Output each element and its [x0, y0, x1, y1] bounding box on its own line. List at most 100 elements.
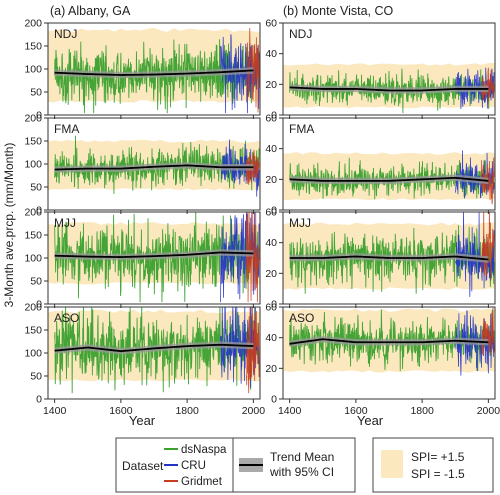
season-label-monte-vista-co-ndj: NDJ — [289, 27, 312, 41]
panel-frame-monte-vista-co-aso — [282, 306, 496, 400]
y-tick-label-albany-ga-mjj-100: 100 — [24, 253, 42, 265]
series-dsnaspa-monte-vista-co-mjj — [289, 225, 495, 294]
trend-mean-albany-ga-ndj — [54, 69, 254, 76]
legend-spi-minus: SPI = -1.5 — [411, 467, 465, 481]
y-tick-label-albany-ga-ndj-200: 200 — [24, 18, 42, 30]
x-tick-label-albany-ga-aso-2000: 2000 — [242, 405, 266, 417]
y-tick-label-monte-vista-co-aso-40: 40 — [265, 332, 277, 344]
plot-area-monte-vista-co-fma — [283, 150, 495, 205]
panel-monte-vista-co-fma: FMA 0 20 40 60 — [265, 113, 496, 217]
series-gridmet-albany-ga-mjj — [246, 212, 260, 303]
y-tick-label-albany-ga-fma-0: 0 — [36, 205, 42, 217]
column-title-b: (b) Monte Vista, CO — [283, 4, 394, 18]
x-tick-label-monte-vista-co-aso-1400: 1400 — [278, 405, 302, 417]
y-tick-label-albany-ga-fma-50: 50 — [30, 182, 42, 194]
y-tick-label-monte-vista-co-ndj-60: 60 — [265, 18, 277, 30]
y-axis-label: 3-Month ave.prcp. (mm/Month) — [2, 143, 16, 308]
plot-area-albany-ga-mjj — [48, 212, 260, 303]
trend-mean-monte-vista-co-aso — [289, 338, 489, 345]
y-tick-label-monte-vista-co-aso-20: 20 — [265, 363, 277, 375]
panel-monte-vista-co-mjj: MJJ 0 20 40 60 — [265, 207, 496, 311]
x-tick-label-monte-vista-co-aso-2000: 2000 — [477, 405, 500, 417]
trend-mean-monte-vista-co-fma — [289, 176, 489, 182]
y-tick-label-albany-ga-aso-50: 50 — [30, 371, 42, 383]
y-tick-label-monte-vista-co-ndj-40: 40 — [265, 48, 277, 60]
x-tick-label-monte-vista-co-aso-1600: 1600 — [344, 405, 368, 417]
x-axis-label-b: Year — [357, 413, 384, 428]
panel-monte-vista-co-aso: ASO 0 20 40 60 1400 1600 1800 2000 — [265, 302, 500, 418]
y-tick-label-albany-ga-fma-100: 100 — [24, 159, 42, 171]
column-title-a: (a) Albany, GA — [50, 4, 131, 18]
y-tick-label-monte-vista-co-fma-40: 40 — [265, 143, 277, 155]
x-tick-label-albany-ga-aso-1400: 1400 — [43, 405, 67, 417]
y-tick-label-albany-ga-aso-0: 0 — [36, 394, 42, 406]
trend-mean-monte-vista-co-ndj — [289, 86, 489, 92]
season-label-albany-ga-aso: ASO — [54, 311, 79, 325]
y-tick-label-albany-ga-mjj-0: 0 — [36, 299, 42, 311]
season-label-monte-vista-co-mjj: MJJ — [289, 216, 311, 230]
y-tick-label-albany-ga-ndj-100: 100 — [24, 64, 42, 76]
y-tick-label-albany-ga-aso-150: 150 — [24, 325, 42, 337]
trend-mean-albany-ga-mjj — [54, 251, 254, 258]
series-dsnaspa-monte-vista-co-fma — [289, 157, 495, 200]
y-tick-label-albany-ga-fma-200: 200 — [24, 113, 42, 125]
series-dsnaspa-monte-vista-co-ndj — [289, 68, 495, 114]
series-gridmet-albany-ga-aso — [246, 307, 260, 394]
y-tick-label-albany-ga-mjj-50: 50 — [30, 276, 42, 288]
y-tick-label-monte-vista-co-mjj-60: 60 — [265, 207, 277, 219]
season-label-albany-ga-fma: FMA — [54, 122, 79, 136]
legend-trend-line1: Trend Mean — [270, 450, 334, 464]
panel-monte-vista-co-ndj: NDJ 0 20 40 60 — [265, 18, 496, 122]
y-tick-label-monte-vista-co-fma-60: 60 — [265, 113, 277, 125]
plot-area-monte-vista-co-aso — [283, 307, 495, 376]
legend-label-dsnaspa: dsNaspa — [181, 444, 227, 456]
y-tick-label-albany-ga-mjj-200: 200 — [24, 207, 42, 219]
panel-frame-monte-vista-co-mjj — [282, 211, 496, 305]
legend-trend-line2: with 95% CI — [269, 465, 334, 479]
legend-spi-plus: SPI= +1.5 — [411, 450, 465, 464]
y-tick-label-monte-vista-co-mjj-40: 40 — [265, 237, 277, 249]
panel-albany-ga-fma: FMA 0 50 100 150 200 — [24, 113, 261, 217]
y-tick-label-monte-vista-co-fma-20: 20 — [265, 174, 277, 186]
y-tick-label-albany-ga-aso-200: 200 — [24, 302, 42, 314]
x-axis-label-a: Year — [129, 413, 156, 428]
y-tick-label-monte-vista-co-fma-0: 0 — [271, 205, 277, 217]
y-tick-label-monte-vista-co-ndj-0: 0 — [271, 110, 277, 122]
season-label-albany-ga-ndj: NDJ — [54, 27, 77, 41]
plot-area-albany-ga-ndj — [48, 27, 260, 114]
y-tick-label-albany-ga-ndj-150: 150 — [24, 41, 42, 53]
trend-mean-albany-ga-aso — [54, 343, 254, 353]
x-tick-label-albany-ga-aso-1600: 1600 — [109, 405, 133, 417]
plot-area-albany-ga-fma — [48, 135, 260, 197]
season-label-albany-ga-mjj: MJJ — [54, 216, 76, 230]
panel-frame-monte-vista-co-fma — [282, 117, 496, 211]
trend-mean-monte-vista-co-mjj — [289, 255, 489, 261]
y-tick-label-albany-ga-aso-100: 100 — [24, 348, 42, 360]
y-tick-label-albany-ga-ndj-50: 50 — [30, 87, 42, 99]
y-tick-label-monte-vista-co-ndj-20: 20 — [265, 79, 277, 91]
y-tick-label-monte-vista-co-aso-0: 0 — [271, 394, 277, 406]
trend-ci-albany-ga-ndj — [54, 67, 254, 79]
legend-dataset-label: Dataset — [122, 459, 164, 473]
y-tick-label-monte-vista-co-aso-60: 60 — [265, 302, 277, 314]
season-label-monte-vista-co-aso: ASO — [289, 311, 314, 325]
x-tick-label-monte-vista-co-aso-1800: 1800 — [410, 405, 434, 417]
legend: Dataset dsNaspa CRU Gridmet Trend Mean w… — [115, 437, 494, 493]
y-tick-label-albany-ga-mjj-150: 150 — [24, 230, 42, 242]
y-tick-label-monte-vista-co-mjj-0: 0 — [271, 299, 277, 311]
legend-label-cru: CRU — [181, 460, 206, 472]
legend-swatch-spi — [381, 450, 403, 478]
y-tick-label-albany-ga-ndj-0: 0 — [36, 110, 42, 122]
x-tick-label-albany-ga-aso-1800: 1800 — [175, 405, 199, 417]
plot-area-monte-vista-co-mjj — [283, 212, 495, 298]
panel-albany-ga-aso: ASO 0 50 100 150 200 1400 1600 1800 2000 — [24, 302, 265, 418]
plot-area-albany-ga-aso — [48, 307, 260, 394]
trend-mean-albany-ga-fma — [54, 164, 254, 171]
panel-frame-monte-vista-co-ndj — [282, 22, 496, 116]
y-tick-label-albany-ga-fma-150: 150 — [24, 136, 42, 148]
panel-albany-ga-ndj: NDJ 0 50 100 150 200 — [24, 18, 261, 122]
panel-albany-ga-mjj: MJJ 0 50 100 150 200 — [24, 207, 261, 311]
legend-label-gridmet: Gridmet — [181, 476, 223, 488]
trend-ci-monte-vista-co-ndj — [289, 84, 489, 94]
